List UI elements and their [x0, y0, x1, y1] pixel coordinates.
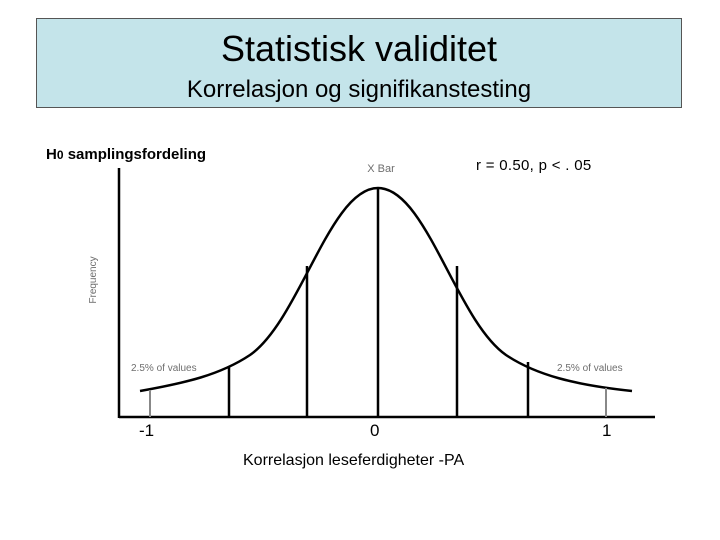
statistic-label: r = 0.50, p < . 05 — [476, 157, 592, 174]
x-axis-label: Korrelasjon leseferdigheter -PA — [243, 452, 465, 469]
distribution-label-prefix: H — [46, 146, 57, 163]
distribution-label-suffix: samplingsfordeling — [63, 146, 207, 163]
slide-subtitle: Korrelasjon og signifikanstesting — [186, 76, 532, 103]
x-tick-label: -1 — [139, 421, 155, 440]
mean-label: X Bar — [367, 163, 395, 175]
y-axis-label: Frequency — [88, 256, 99, 303]
slide-title: Statistisk validitet — [220, 28, 498, 69]
left-tail-label: 2.5% of values — [131, 363, 197, 374]
distribution-label: H0 samplingsfordeling — [46, 146, 206, 163]
x-tick-label: 0 — [370, 421, 380, 440]
right-tail-label: 2.5% of values — [557, 363, 623, 374]
x-tick-label: 1 — [602, 421, 612, 440]
title-box: Statistisk validitet Korrelasjon og sign… — [36, 18, 682, 108]
distribution-curve — [139, 186, 633, 393]
distribution-label-subscript: 0 — [56, 148, 64, 162]
